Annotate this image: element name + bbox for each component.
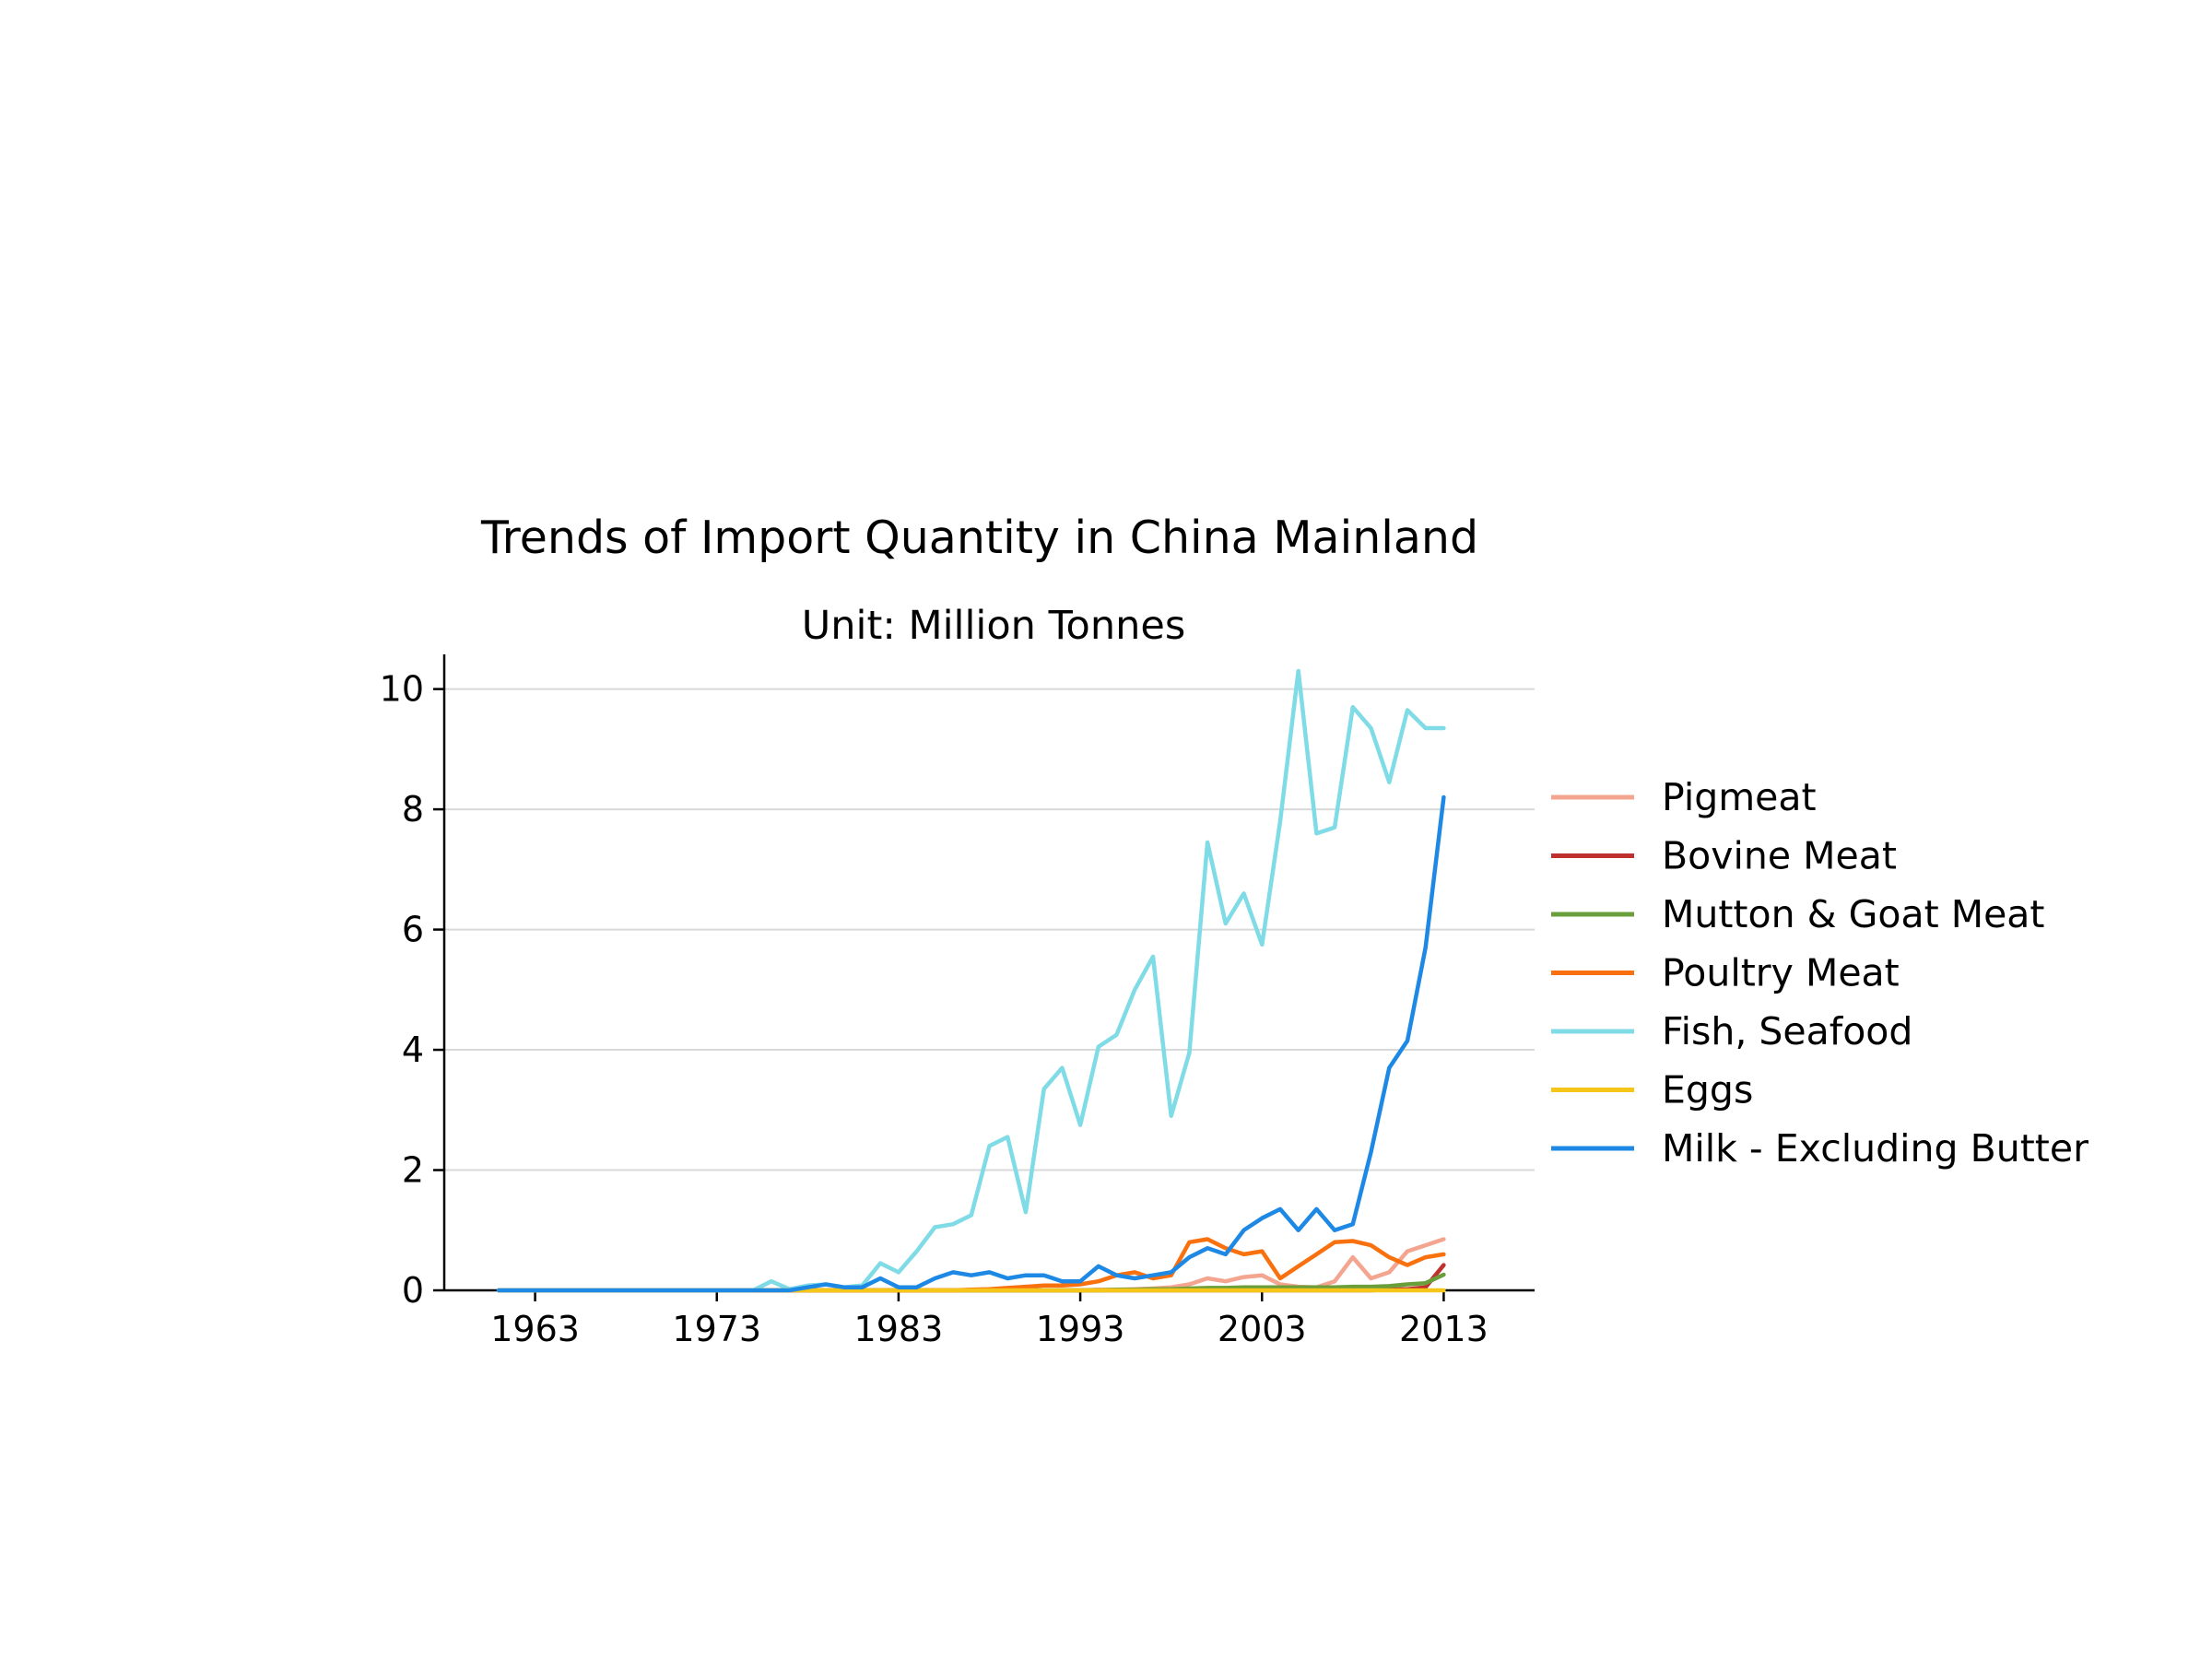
- x-tick-label: 1983: [854, 1309, 944, 1349]
- x-tick-label: 2003: [1218, 1309, 1307, 1349]
- series-line-milk-excluding-butter: [496, 794, 1446, 1293]
- series-lines: [496, 668, 1446, 1293]
- x-tick-label: 1963: [490, 1309, 580, 1349]
- legend-label-bovine-meat: Bovine Meat: [1662, 834, 1897, 878]
- legend-label-milk-excluding-butter: Milk - Excluding Butter: [1662, 1126, 2088, 1171]
- chart-title: Trends of Import Quantity in China Mainl…: [480, 512, 1478, 564]
- axes: 0 2 4 6 8 10 1963 1973 1983 1993 2003 2013: [380, 654, 1535, 1349]
- y-tick-label: 10: [380, 669, 424, 710]
- chart-subtitle: Unit: Million Tonnes: [802, 603, 1185, 649]
- legend-label-eggs: Eggs: [1662, 1068, 1753, 1112]
- y-tick-label: 0: [402, 1270, 424, 1311]
- x-tick-label: 2013: [1399, 1309, 1488, 1349]
- y-tick-label: 8: [402, 789, 424, 830]
- y-tick-label: 4: [402, 1030, 424, 1070]
- y-tick-label: 2: [402, 1150, 424, 1191]
- legend-label-fish-seafood: Fish, Seafood: [1662, 1009, 1912, 1053]
- gridlines: [444, 688, 1535, 1171]
- legend-label-mutton-goat-meat: Mutton & Goat Meat: [1662, 892, 2045, 936]
- x-tick-label: 1993: [1036, 1309, 1125, 1349]
- legend: Pigmeat Bovine Meat Mutton & Goat Meat Poul…: [1551, 775, 2088, 1171]
- series-line-fish-seafood: [496, 668, 1446, 1293]
- y-tick-label: 6: [402, 910, 424, 950]
- series-line-poultry-meat: [496, 1237, 1446, 1293]
- legend-label-pigmeat: Pigmeat: [1662, 775, 1817, 819]
- legend-label-poultry-meat: Poultry Meat: [1662, 951, 1900, 995]
- x-tick-label: 1973: [672, 1309, 761, 1349]
